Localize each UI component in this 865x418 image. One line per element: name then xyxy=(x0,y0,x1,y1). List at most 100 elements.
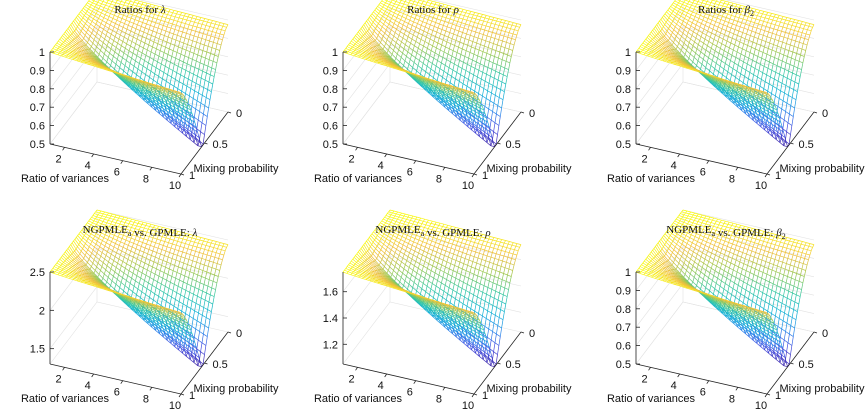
mesh-line xyxy=(176,24,181,27)
mesh-line xyxy=(85,44,91,50)
mesh-line xyxy=(172,10,175,13)
mesh-line xyxy=(167,54,172,57)
mesh-line xyxy=(130,45,135,49)
mesh-line xyxy=(467,25,470,30)
mesh-line xyxy=(226,24,229,28)
mesh-line xyxy=(164,112,169,117)
mesh-line xyxy=(500,40,503,47)
mesh-line xyxy=(181,121,184,127)
mesh-line xyxy=(203,80,206,88)
mesh-line xyxy=(386,39,392,44)
mesh-line xyxy=(114,64,117,70)
mesh-line xyxy=(168,115,173,120)
mesh-line xyxy=(426,65,432,70)
mesh-line xyxy=(129,7,132,11)
mesh-line xyxy=(204,18,209,20)
mesh-line xyxy=(504,27,508,32)
mesh-line xyxy=(437,23,440,29)
mesh-line xyxy=(200,142,203,147)
mesh-line xyxy=(439,62,442,69)
mesh-line xyxy=(208,19,213,21)
mesh-line xyxy=(207,89,212,93)
mesh-line xyxy=(793,82,796,90)
mesh-line xyxy=(56,49,61,53)
mesh-line xyxy=(94,15,99,19)
mesh-line xyxy=(385,2,390,5)
mesh-line xyxy=(375,28,380,33)
mesh-line xyxy=(500,59,503,67)
mesh-line xyxy=(501,99,504,109)
mesh-line xyxy=(467,13,470,17)
mesh-line xyxy=(222,34,225,40)
mesh-line xyxy=(109,48,112,54)
mesh-line xyxy=(454,40,457,46)
mesh-line xyxy=(92,42,97,48)
mesh-line xyxy=(452,69,457,73)
mesh-line xyxy=(437,38,440,44)
mesh-line xyxy=(148,40,151,45)
mesh-line xyxy=(91,29,94,34)
mesh-line xyxy=(462,48,467,52)
mesh-line xyxy=(488,82,494,86)
mesh-line xyxy=(396,49,400,55)
mesh-line xyxy=(87,39,90,43)
mesh-line xyxy=(221,29,226,32)
mesh-line xyxy=(108,65,111,69)
mesh-line xyxy=(125,48,130,52)
mesh-line xyxy=(417,36,422,40)
mesh-line xyxy=(203,64,209,67)
mesh-line xyxy=(163,25,168,28)
mesh-line xyxy=(80,41,86,46)
mesh-line xyxy=(491,62,494,70)
mesh-line xyxy=(465,64,468,71)
mesh-line xyxy=(406,40,411,44)
mesh-line xyxy=(392,35,395,40)
mesh-line xyxy=(451,38,457,41)
mesh-line xyxy=(102,17,105,21)
mesh-line xyxy=(186,19,191,22)
mesh-line xyxy=(119,1,122,5)
mesh-line xyxy=(186,117,189,123)
mesh-line xyxy=(111,60,117,65)
mesh-line xyxy=(786,122,789,132)
mesh-line xyxy=(185,104,188,109)
mesh-line xyxy=(120,57,123,63)
x-tick-label: 6 xyxy=(114,167,120,179)
mesh-line xyxy=(399,0,402,3)
mesh-line xyxy=(794,53,797,60)
mesh-line xyxy=(390,20,395,24)
mesh-line xyxy=(475,31,480,34)
y-tick-mark xyxy=(520,111,525,114)
mesh-line xyxy=(118,54,123,58)
mesh-line xyxy=(453,19,458,22)
mesh-line xyxy=(143,31,148,35)
mesh-line xyxy=(82,40,87,46)
mesh-line xyxy=(206,66,209,74)
mesh-line xyxy=(92,2,97,5)
mesh-line xyxy=(94,4,97,7)
mesh-line xyxy=(357,47,362,50)
y-tick-mark xyxy=(204,142,208,145)
mesh-line xyxy=(458,30,463,33)
mesh-line xyxy=(165,46,170,50)
mesh-line xyxy=(181,108,184,118)
mesh-line xyxy=(404,56,407,62)
mesh-line xyxy=(127,73,132,78)
mesh-line xyxy=(446,37,449,42)
mesh-line xyxy=(199,56,202,63)
mesh-line xyxy=(169,118,172,124)
mesh-line xyxy=(420,16,425,19)
mesh-line xyxy=(512,44,515,51)
mesh-line xyxy=(131,7,136,10)
mesh-line xyxy=(151,59,154,66)
mesh-line xyxy=(195,16,198,20)
mesh-line xyxy=(495,70,500,74)
mesh-line xyxy=(151,9,156,12)
mesh-line xyxy=(141,71,146,75)
mesh-line xyxy=(162,78,167,82)
mesh-line xyxy=(199,103,202,112)
mesh-line xyxy=(184,70,187,78)
mesh-line xyxy=(165,30,170,33)
mesh-line xyxy=(181,90,186,94)
mesh-line xyxy=(462,32,467,35)
